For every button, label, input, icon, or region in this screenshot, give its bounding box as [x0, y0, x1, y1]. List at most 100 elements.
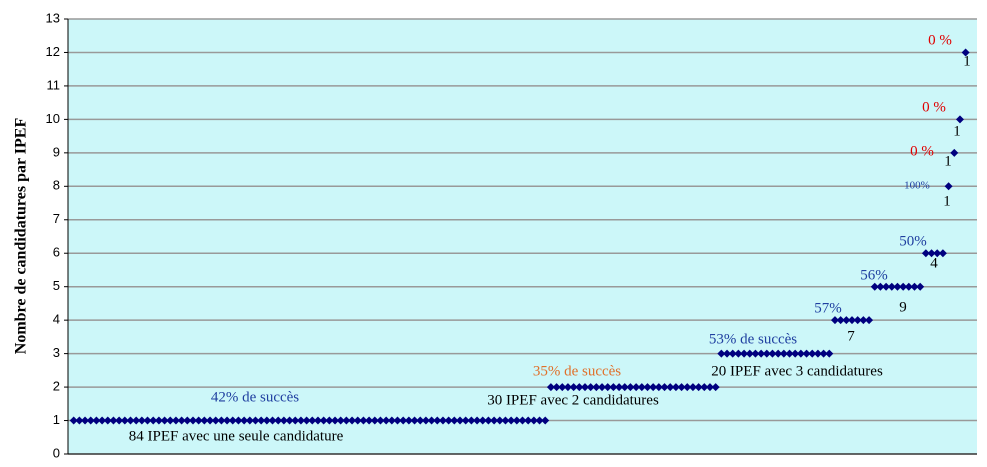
point [677, 383, 686, 392]
annotation: 57% [814, 300, 842, 316]
y-tick-label: 0 [53, 445, 60, 460]
annotation: 1 [944, 153, 952, 169]
y-tick-label: 6 [53, 245, 60, 260]
point [353, 416, 362, 425]
point [723, 349, 732, 358]
point [404, 416, 413, 425]
point [467, 416, 476, 425]
point [410, 416, 419, 425]
point [438, 416, 447, 425]
point [904, 282, 913, 291]
point [240, 416, 249, 425]
point [143, 416, 152, 425]
point [296, 416, 305, 425]
point [325, 416, 334, 425]
point [376, 416, 385, 425]
point [700, 383, 709, 392]
point [603, 383, 612, 392]
annotation: 56% [860, 267, 888, 283]
point [580, 383, 589, 392]
annotation: 84 IPEF avec une seule candidature [129, 428, 344, 444]
annotation: 4 [930, 255, 938, 271]
point [285, 416, 294, 425]
point [836, 316, 845, 325]
point [228, 416, 237, 425]
point [938, 249, 947, 258]
point [342, 416, 351, 425]
point [501, 416, 510, 425]
annotation: 35% de succès [533, 363, 621, 379]
point [876, 282, 885, 291]
point [512, 416, 521, 425]
point [257, 416, 266, 425]
point [694, 383, 703, 392]
point [393, 416, 402, 425]
point [882, 282, 891, 291]
point [387, 416, 396, 425]
point [115, 416, 124, 425]
y-tick-label: 7 [53, 211, 60, 226]
point [927, 249, 936, 258]
point [796, 349, 805, 358]
point [961, 48, 970, 57]
point [887, 282, 896, 291]
point [563, 383, 572, 392]
point [348, 416, 357, 425]
annotation: 7 [847, 328, 855, 344]
point [779, 349, 788, 358]
annotation: 0 % [922, 99, 946, 115]
point [745, 349, 754, 358]
y-tick-label: 9 [53, 144, 60, 159]
point [921, 249, 930, 258]
point [848, 316, 857, 325]
point [762, 349, 771, 358]
annotation: 42% de succès [211, 389, 299, 405]
y-tick-label: 11 [47, 77, 61, 92]
y-tick-label: 1 [53, 412, 60, 427]
point [649, 383, 658, 392]
point [615, 383, 624, 392]
annotation: 0 % [910, 143, 934, 159]
point [802, 349, 811, 358]
point [433, 416, 442, 425]
point [666, 383, 675, 392]
point [632, 383, 641, 392]
point [188, 416, 197, 425]
point [899, 282, 908, 291]
point [149, 416, 158, 425]
point [842, 316, 851, 325]
point [478, 416, 487, 425]
point [473, 416, 482, 425]
point [626, 383, 635, 392]
point [529, 416, 538, 425]
point [717, 349, 726, 358]
annotation: 1 [953, 123, 961, 139]
point [279, 416, 288, 425]
y-tick-label: 4 [53, 312, 60, 327]
point [955, 115, 964, 124]
point [359, 416, 368, 425]
point [336, 416, 345, 425]
point [308, 416, 317, 425]
point [274, 416, 283, 425]
point [223, 416, 232, 425]
point [444, 416, 453, 425]
point [171, 416, 180, 425]
point [819, 349, 828, 358]
point [103, 416, 112, 425]
point [137, 416, 146, 425]
point [183, 416, 192, 425]
point [910, 282, 919, 291]
point [490, 416, 499, 425]
point [933, 249, 942, 258]
point [808, 349, 817, 358]
point [757, 349, 766, 358]
y-tick-label: 12 [46, 44, 60, 59]
point [916, 282, 925, 291]
y-tick-label: 8 [53, 178, 60, 193]
y-tick-label: 13 [46, 10, 60, 25]
point [711, 383, 720, 392]
point [865, 316, 874, 325]
point [120, 416, 129, 425]
y-axis-title: Nombre de candidatures par IPEF [13, 118, 30, 355]
